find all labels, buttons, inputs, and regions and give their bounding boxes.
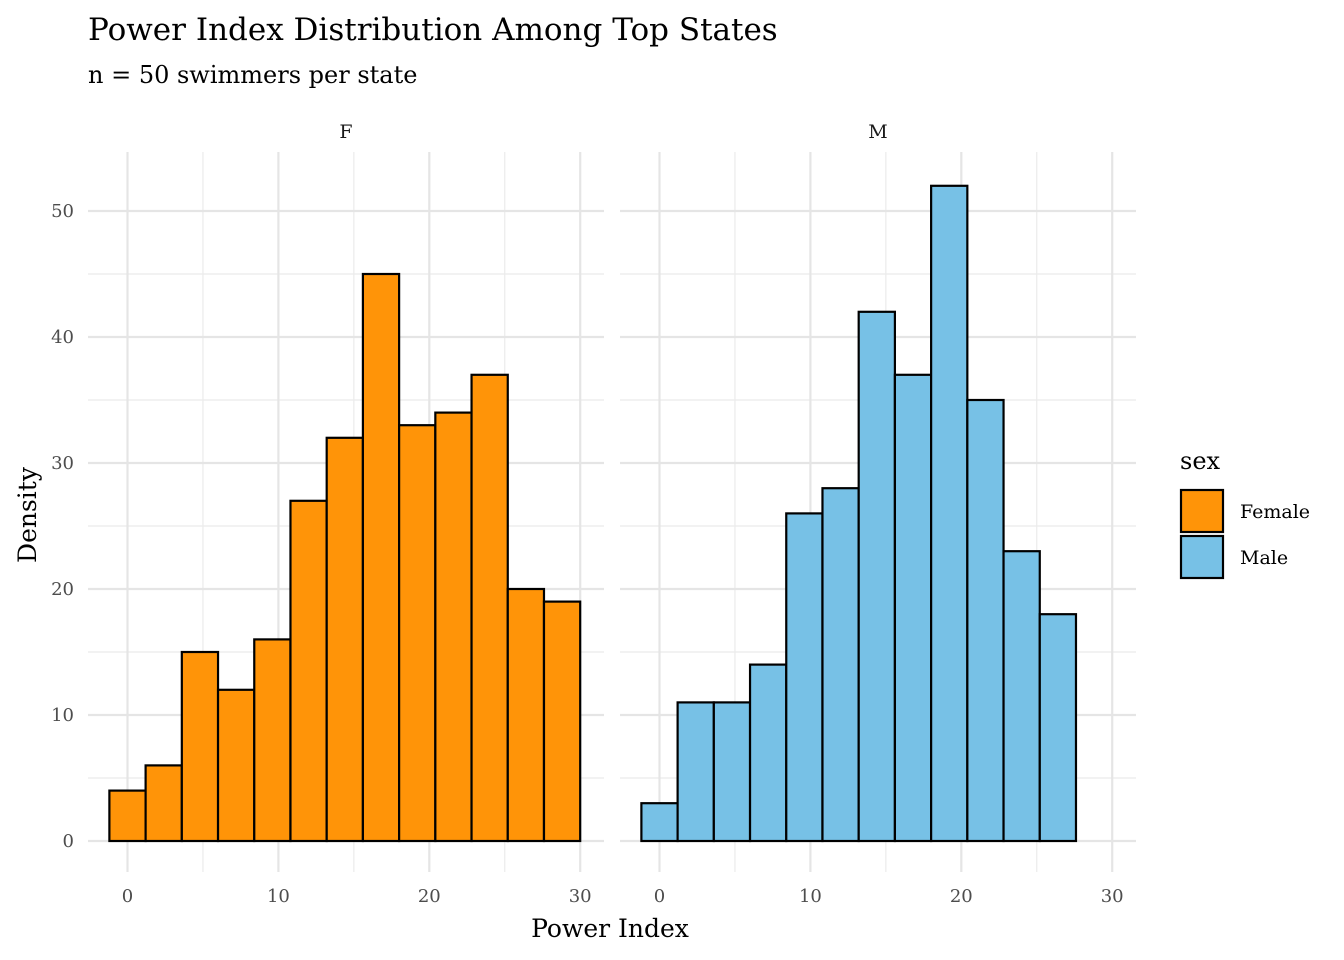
y-tick-label: 0 — [63, 831, 74, 852]
histogram-bar — [108, 789, 147, 843]
histogram-bar — [398, 424, 437, 843]
facet-strip-label: F — [339, 121, 352, 143]
histogram-bar — [857, 310, 897, 843]
y-tick-label: 50 — [51, 201, 74, 222]
histogram-bar — [361, 272, 401, 843]
x-tick-label: 0 — [654, 886, 665, 907]
histogram-bar — [253, 638, 292, 843]
histogram-bar — [785, 512, 824, 843]
y-tick-label: 20 — [51, 579, 74, 600]
histogram-bar — [712, 701, 752, 843]
facet-panels: F 0 10 20 30 0 10 20 30 40 50 M 0 10 20 30 — [51, 121, 1136, 907]
x-tick-label: 20 — [418, 886, 441, 907]
x-axis-title: Power Index — [531, 914, 689, 943]
histogram-bar — [506, 587, 546, 843]
histogram-bar — [1002, 550, 1041, 843]
histogram-bar — [1038, 613, 1078, 843]
facet-panel-m: M 0 10 20 30 — [620, 121, 1136, 907]
x-tick-label: 10 — [799, 886, 822, 907]
histogram-bar — [325, 436, 365, 843]
x-tick-label: 30 — [1101, 886, 1124, 907]
histogram-bar — [470, 373, 509, 843]
legend-key-male — [1179, 534, 1225, 580]
x-tick-label: 20 — [950, 886, 973, 907]
facet-strip-label: M — [868, 121, 887, 143]
histogram-bar — [640, 802, 679, 843]
histogram-bar — [966, 398, 1005, 843]
histogram-bar — [180, 650, 220, 843]
x-tick-label: 0 — [122, 886, 133, 907]
y-tick-label: 40 — [51, 327, 74, 348]
legend-label: Male — [1240, 547, 1288, 569]
legend: sex Female Male — [1179, 447, 1310, 580]
y-axis-title: Density — [13, 466, 42, 563]
histogram-bar — [748, 663, 788, 843]
histogram-bar — [542, 600, 582, 843]
chart-title: Power Index Distribution Among Top State… — [88, 12, 778, 48]
legend-title: sex — [1180, 447, 1221, 475]
histogram-bar — [289, 499, 328, 843]
y-tick-label: 10 — [51, 705, 74, 726]
histogram-bar — [144, 764, 183, 843]
legend-key-female — [1179, 488, 1225, 534]
legend-label: Female — [1240, 501, 1310, 523]
histogram-bar — [893, 373, 933, 843]
histogram-bar — [434, 411, 473, 843]
chart-subtitle: n = 50 swimmers per state — [88, 61, 417, 89]
histogram-bar — [676, 701, 715, 843]
x-tick-label: 10 — [267, 886, 290, 907]
histogram-bar — [821, 487, 860, 843]
y-tick-label: 30 — [51, 453, 74, 474]
facet-panel-f: F 0 10 20 30 0 10 20 30 40 50 — [51, 121, 604, 907]
x-tick-label: 30 — [569, 886, 592, 907]
histogram-bar — [930, 184, 969, 843]
histogram-bar — [216, 688, 256, 843]
